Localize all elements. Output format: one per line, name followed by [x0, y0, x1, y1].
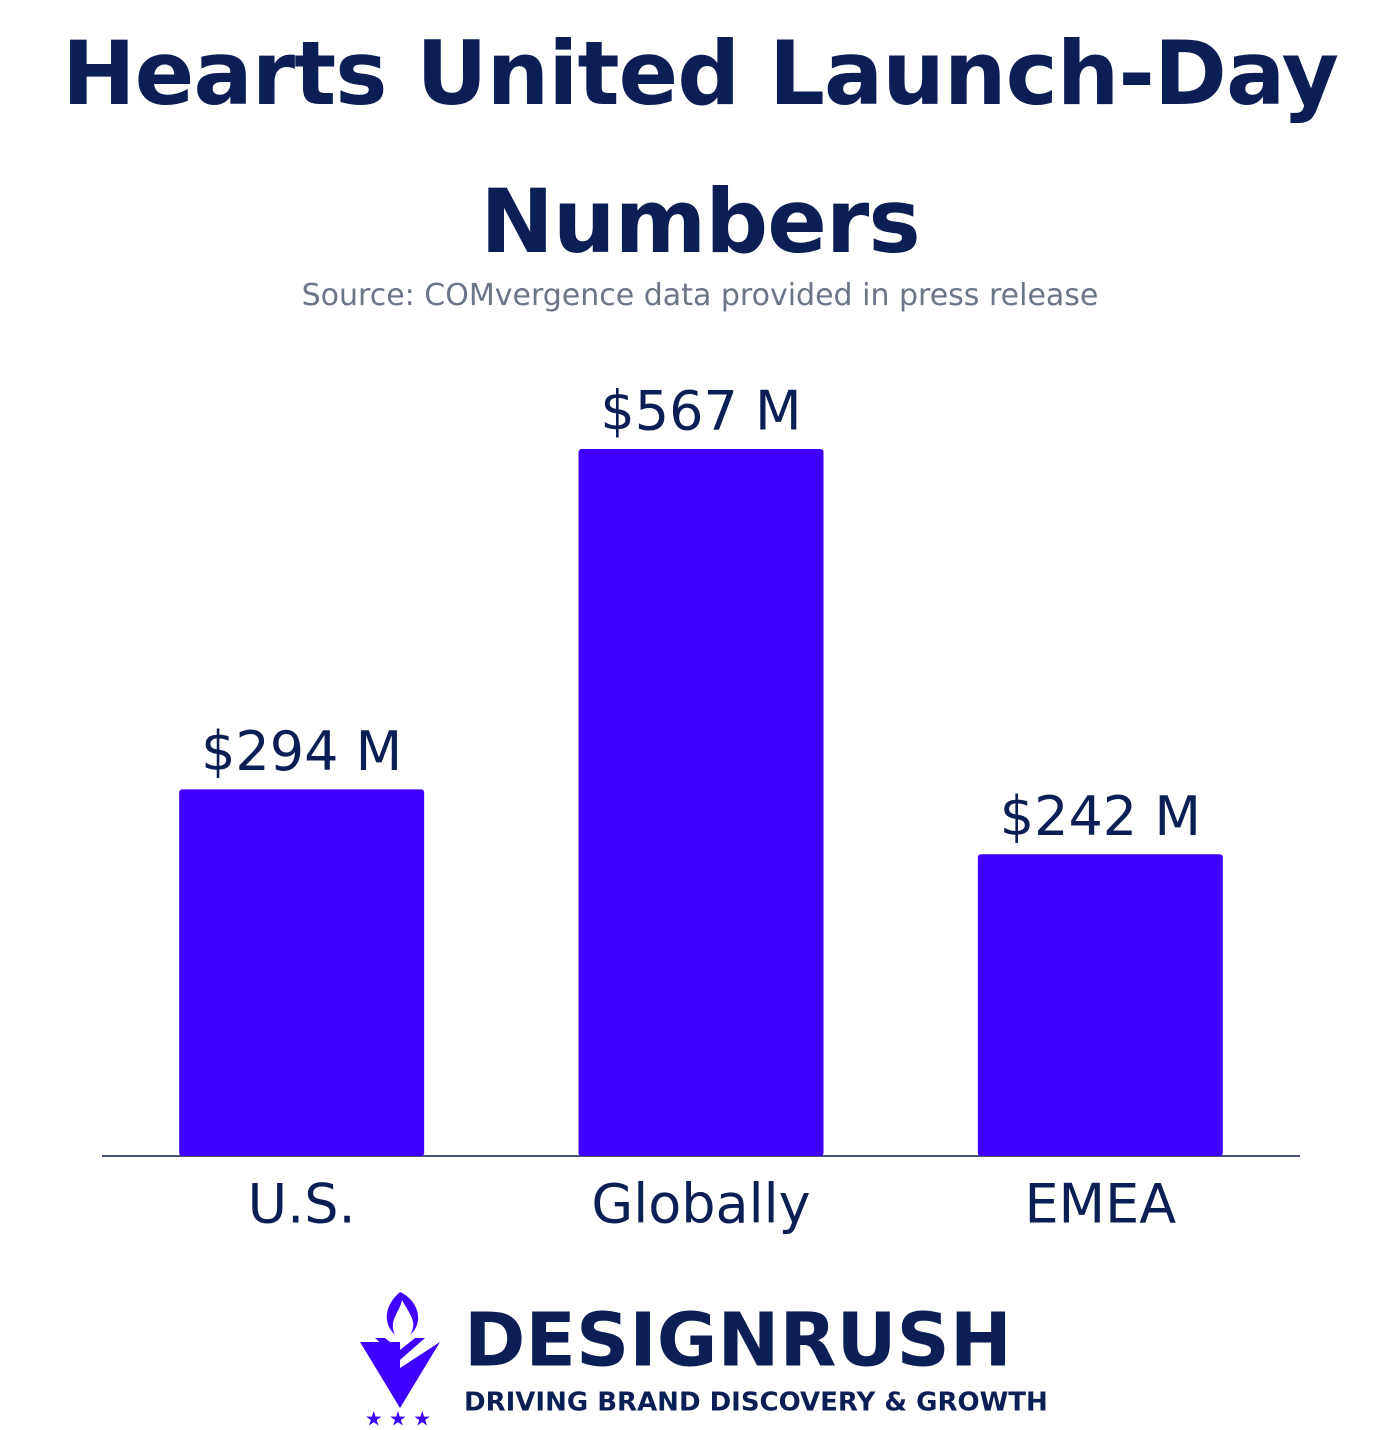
logo-name: DESIGNRUSH	[464, 1298, 1012, 1384]
bar	[179, 789, 425, 1156]
chart-subtitle: Source: COMvergence data provided in pre…	[301, 278, 1099, 313]
value-label: $242 M	[1000, 785, 1201, 848]
x-tick-label: U.S.	[248, 1173, 356, 1236]
svg-text:★ ★ ★: ★ ★ ★	[365, 1407, 432, 1430]
logo-icon: ★ ★ ★	[360, 1292, 440, 1430]
value-label: $294 M	[201, 720, 402, 783]
x-tick-label: EMEA	[1024, 1173, 1176, 1236]
bar	[578, 449, 824, 1156]
x-tick-label: Globally	[591, 1173, 810, 1236]
value-label: $567 M	[600, 380, 801, 443]
logo-tagline: DRIVING BRAND DISCOVERY & GROWTH	[464, 1388, 1048, 1418]
chart-title: Hearts United Launch-Day Numbers	[61, 22, 1339, 273]
bar	[977, 854, 1223, 1156]
